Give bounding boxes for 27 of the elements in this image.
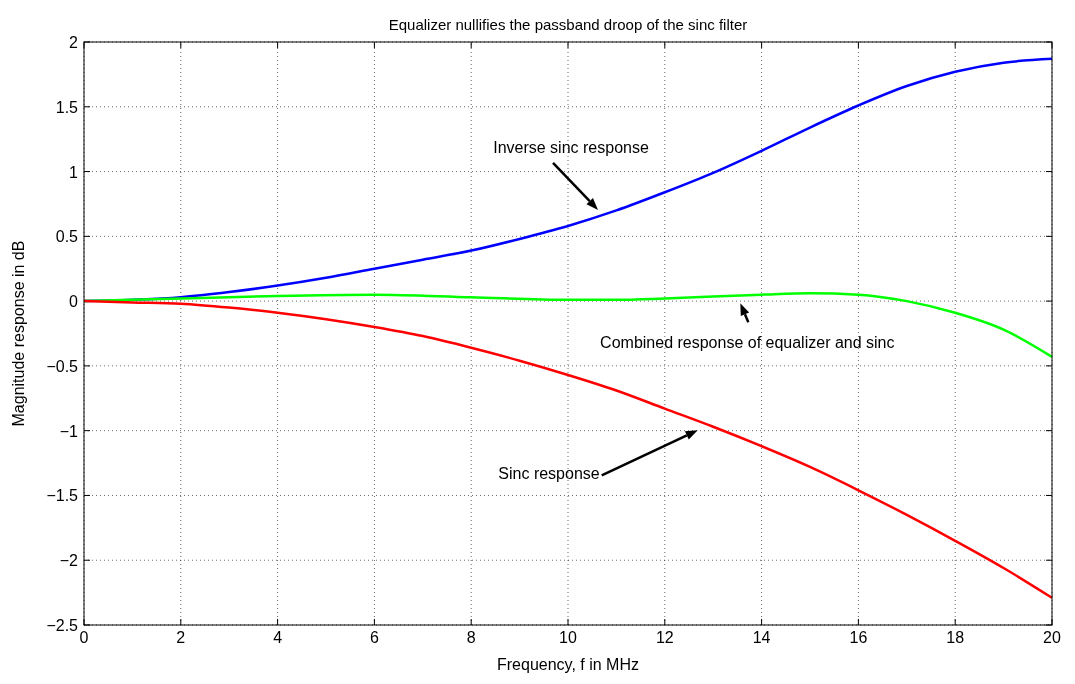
y-tick-label: 1.5 [55, 98, 79, 116]
annotation: Sinc response [498, 465, 600, 483]
y-tick-label: 2 [69, 34, 79, 51]
x-tick-label: 14 [752, 629, 771, 646]
y-tick-label: 0 [69, 293, 79, 311]
y-tick-label: −0.5 [46, 357, 79, 375]
y-tick-label: −2 [59, 552, 79, 570]
x-tick-label: 20 [1043, 629, 1061, 646]
x-tick-label: 4 [273, 629, 283, 646]
x-tick-label: 12 [655, 629, 674, 646]
annotation: Combined response of equalizer and sinc [600, 334, 895, 352]
x-axis-title: Frequency, f in MHz [497, 656, 639, 673]
x-tick-label: 10 [559, 629, 577, 646]
x-tick-label: 16 [849, 629, 868, 646]
y-tick-label: −2.5 [46, 617, 79, 634]
y-tick-label: −1.5 [46, 487, 79, 505]
y-tick-label: 0.5 [55, 228, 79, 246]
x-tick-label: 18 [946, 629, 965, 646]
annotation: Inverse sinc response [493, 138, 649, 156]
y-axis-title: Magnitude response in dB [10, 240, 27, 427]
line-series [82, 299, 1054, 600]
y-tick-label: 1 [69, 163, 79, 181]
chart-title: Equalizer nullifies the passband droop of the sinc filter [388, 16, 748, 33]
x-tick-label: 2 [176, 629, 186, 646]
y-tick-label: −1 [59, 422, 79, 440]
x-tick-label: 6 [369, 629, 379, 646]
x-tick-label: 8 [466, 629, 476, 646]
